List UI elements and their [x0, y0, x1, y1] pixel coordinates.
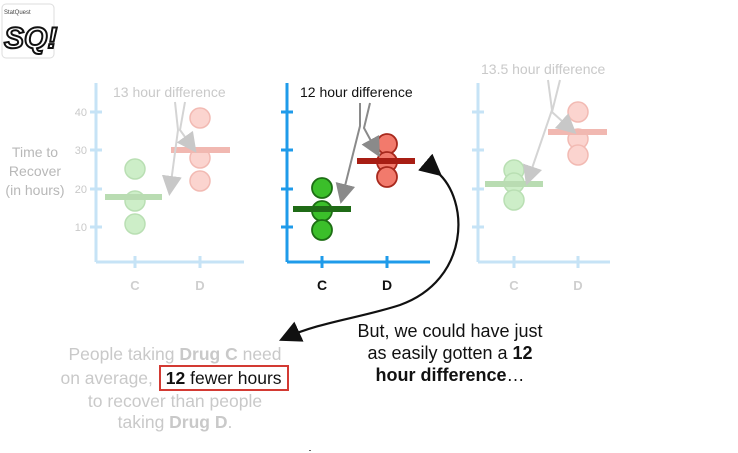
drug-d-point: [376, 133, 398, 155]
highlight-number: 12: [165, 368, 186, 388]
drug-d-point: [567, 144, 589, 166]
highlight-box: 12 fewer hours: [158, 365, 289, 391]
panel-right: C D 13.5 hour difference: [472, 61, 610, 293]
logo-text: SQ!: [4, 22, 57, 55]
drug-d-point: [376, 166, 398, 188]
drug-c-label: Drug C: [179, 344, 238, 364]
logo-small-text: StatQuest: [4, 10, 31, 16]
drug-d-point: [189, 170, 211, 192]
text-fragment: taking: [117, 412, 170, 432]
difference-arrow: [335, 103, 361, 204]
x-label-c: C: [317, 277, 327, 293]
difference-arrow: [361, 102, 380, 158]
text-bold: hour difference: [375, 365, 507, 385]
difference-annotation: 13 hour difference: [113, 84, 226, 100]
stray-mark: [309, 450, 311, 451]
text-line: to recover than people: [87, 391, 263, 411]
y-tick-label: 10: [75, 222, 87, 234]
drug-d-point: [189, 107, 211, 129]
text-bold: 12: [512, 343, 533, 363]
y-tick-label: 40: [75, 107, 87, 119]
curved-connector-arrow: [278, 153, 460, 342]
difference-annotation: 13.5 hour difference: [481, 61, 605, 77]
highlight-text: fewer hours: [185, 368, 282, 388]
text-fragment: need: [237, 344, 282, 364]
callout-text: But, we could have just as easily gotten…: [330, 320, 570, 386]
text-fragment: on average,: [60, 368, 158, 388]
x-label-d: D: [195, 278, 204, 293]
drug-c-point: [124, 158, 146, 180]
x-label-d: D: [382, 277, 392, 293]
panel-left: 40 30 20 10 C D 13 hour difference: [75, 83, 244, 293]
panel-center: C D 12 hour difference: [281, 83, 430, 293]
drug-c-point: [311, 177, 333, 199]
difference-arrow: [550, 79, 577, 135]
difference-arrow: [176, 101, 197, 153]
x-label-d: D: [573, 278, 582, 293]
text-fragment: People taking: [68, 344, 180, 364]
difference-arrow: [161, 101, 182, 196]
drug-c-point: [503, 189, 525, 211]
text-fragment: .: [227, 412, 233, 432]
drug-c-point: [311, 219, 333, 241]
y-tick-label: 20: [75, 184, 87, 196]
y-axis-label: Time to Recover (in hours): [0, 143, 70, 200]
statquest-logo: StatQuest SQ!: [1, 3, 58, 59]
text-line: But, we could have just: [357, 321, 543, 341]
text-fragment: as easily gotten a: [367, 343, 513, 363]
drug-d-point: [567, 101, 589, 123]
y-axis-label-line: Recover: [8, 163, 62, 179]
drug-d-label: Drug D: [169, 412, 228, 432]
conclusion-text: People taking Drug C need on average, 12…: [30, 344, 320, 433]
x-label-c: C: [509, 278, 519, 293]
x-label-c: C: [130, 278, 140, 293]
y-axis-label-line: (in hours): [5, 182, 65, 198]
y-axis-label-line: Time to: [11, 144, 59, 160]
text-fragment: …: [506, 365, 525, 385]
y-tick-label: 30: [75, 145, 87, 157]
drug-c-point: [124, 213, 146, 235]
difference-annotation: 12 hour difference: [300, 84, 413, 100]
